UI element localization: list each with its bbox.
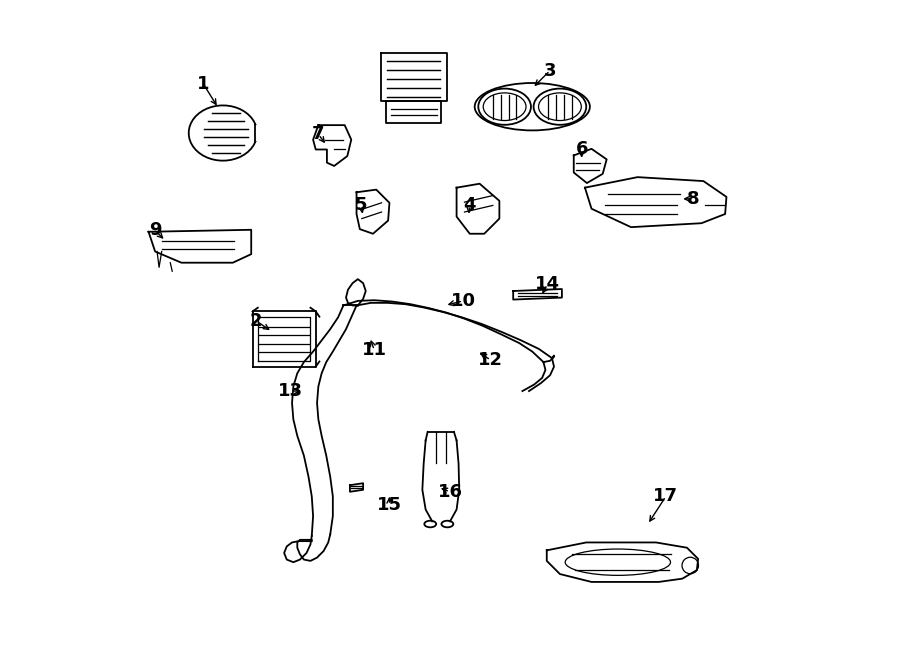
Text: 4: 4 (464, 196, 476, 214)
Text: 16: 16 (437, 483, 463, 501)
Text: 14: 14 (535, 276, 560, 293)
Text: 12: 12 (478, 351, 503, 369)
Text: 15: 15 (377, 496, 402, 514)
Text: 11: 11 (362, 341, 387, 359)
Text: 7: 7 (312, 126, 325, 143)
Text: 9: 9 (148, 221, 161, 239)
Text: 3: 3 (544, 61, 556, 79)
Text: 10: 10 (451, 292, 476, 310)
Text: 8: 8 (688, 190, 700, 208)
Text: 1: 1 (197, 75, 210, 93)
Text: 13: 13 (278, 382, 303, 400)
Text: 17: 17 (653, 487, 679, 506)
Text: 2: 2 (249, 311, 262, 330)
Text: 6: 6 (575, 141, 588, 159)
Text: 5: 5 (355, 196, 367, 214)
